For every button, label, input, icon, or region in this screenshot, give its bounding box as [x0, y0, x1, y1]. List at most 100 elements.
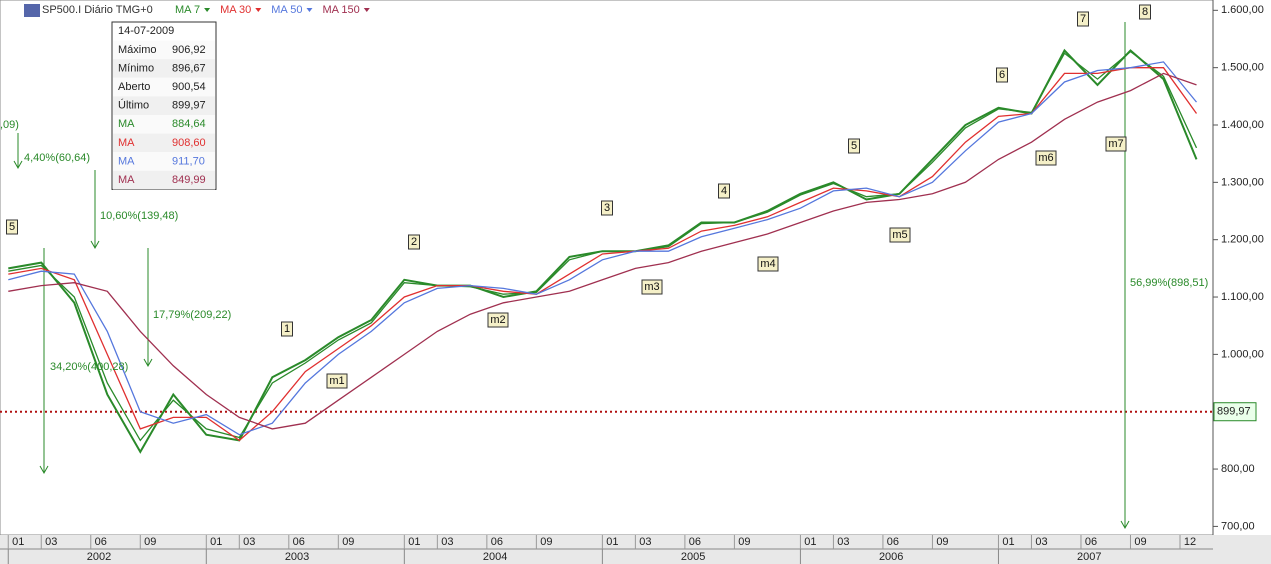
- x-tick-label: 06: [1085, 536, 1097, 548]
- arrow-head: [13, 160, 23, 170]
- x-tick-label: 09: [936, 536, 948, 548]
- info-label: Último: [118, 99, 149, 112]
- y-tick-label: 1.100,00: [1221, 291, 1264, 303]
- wave-label-box: [326, 373, 348, 389]
- measure-annotation: 17,79%(209,22): [153, 309, 231, 321]
- legend-entry[interactable]: MA 50: [271, 4, 302, 16]
- y-tick-label: 1.200,00: [1221, 234, 1264, 246]
- info-row: [113, 170, 215, 190]
- wave-label: m1: [329, 375, 344, 387]
- info-label: MA: [118, 118, 135, 130]
- legend-entry[interactable]: MA 150: [322, 4, 359, 16]
- info-value: 849,99: [172, 174, 206, 186]
- x-tick-label: 03: [837, 536, 849, 548]
- x-tick-label: 01: [408, 536, 420, 548]
- wave-label-box: [1139, 4, 1151, 20]
- info-row: [113, 77, 215, 97]
- info-row: [113, 96, 215, 115]
- wave-label: 2: [411, 236, 417, 248]
- wave-label-box: [601, 200, 613, 216]
- year-label: 2004: [483, 551, 507, 563]
- info-value: 906,92: [172, 44, 206, 56]
- info-label: MA: [118, 174, 135, 186]
- measure-annotation: 34,20%(400,28): [50, 361, 128, 373]
- info-value: 899,97: [172, 100, 206, 112]
- wave-label-box: [281, 321, 293, 337]
- legend-dropdown: [306, 8, 313, 12]
- last-price-label: 899,97: [1217, 406, 1251, 418]
- instrument-name[interactable]: SP500.I Diário TMG+0: [42, 4, 153, 16]
- legend-entry[interactable]: MA 7: [175, 4, 200, 16]
- x-tick-label: 09: [540, 536, 552, 548]
- wave-label: 7: [1080, 13, 1086, 25]
- wave-label: 8: [1142, 6, 1148, 18]
- info-date: 14-07-2009: [118, 25, 174, 37]
- year-label: 2006: [879, 551, 903, 563]
- wave-label-box: [487, 312, 509, 328]
- last-price-box: [1213, 402, 1257, 422]
- info-row: [113, 152, 215, 171]
- wave-label-box: [889, 227, 911, 243]
- x-tick-label: 03: [45, 536, 57, 548]
- wave-label: m6: [1038, 152, 1053, 164]
- arrow-head: [143, 358, 153, 368]
- wave-label-box: [718, 183, 730, 199]
- x-tick-label: 09: [1134, 536, 1146, 548]
- wave-label: m2: [490, 314, 505, 326]
- x-tick-label: 09: [738, 536, 750, 548]
- wave-label-box: [641, 279, 663, 295]
- x-tick-label: 01: [1002, 536, 1014, 548]
- wave-label-box: [1105, 136, 1127, 152]
- wave-label: 6: [999, 69, 1005, 81]
- x-tick-label: 01: [804, 536, 816, 548]
- x-tick-label: 06: [491, 536, 503, 548]
- info-row: [113, 59, 215, 78]
- wave-label: 5: [9, 221, 15, 233]
- x-tick-label: 09: [342, 536, 354, 548]
- x-tick-label: 03: [441, 536, 453, 548]
- info-value: 908,60: [172, 137, 206, 149]
- x-tick-label: 06: [293, 536, 305, 548]
- info-value: 900,54: [172, 81, 206, 93]
- info-value: 896,67: [172, 62, 206, 74]
- x-tick-label: 01: [210, 536, 222, 548]
- arrow-head: [39, 465, 49, 475]
- info-label: MA: [118, 155, 135, 167]
- year-label: 2003: [285, 551, 309, 563]
- ma-line: [8, 50, 1198, 442]
- info-row: [113, 133, 215, 153]
- wave-label: 1: [284, 323, 290, 335]
- wave-label: m4: [760, 258, 775, 270]
- info-label: Máximo: [118, 44, 157, 56]
- wave-label-box: [6, 219, 18, 235]
- instrument-icon: [24, 4, 40, 17]
- y-tick-label: 700,00: [1221, 520, 1255, 532]
- y-tick-label: 1.500,00: [1221, 62, 1264, 74]
- y-tick-label: 1.300,00: [1221, 176, 1264, 188]
- wave-label: 5: [851, 140, 857, 152]
- wave-label-box: [848, 138, 860, 154]
- legend-dropdown: [255, 8, 262, 12]
- wave-label: 4: [721, 185, 727, 197]
- x-tick-label: 06: [689, 536, 701, 548]
- ma-line: [8, 61, 1198, 436]
- info-value: 911,70: [172, 155, 205, 167]
- info-label: MA: [118, 137, 135, 149]
- wave-label: m3: [644, 281, 659, 293]
- measure-annotation: 56,99%(898,51): [1130, 277, 1208, 289]
- x-tick-label: 12: [1184, 536, 1196, 548]
- info-value: 884,64: [172, 118, 206, 130]
- legend-entry[interactable]: MA 30: [220, 4, 251, 16]
- x-tick-label: 06: [887, 536, 899, 548]
- arrow-head: [1120, 520, 1130, 530]
- x-tick-label: 03: [243, 536, 255, 548]
- measure-annotation: 10,60%(139,48): [100, 210, 178, 222]
- y-tick-label: 1.400,00: [1221, 119, 1264, 131]
- year-label: 2005: [681, 551, 705, 563]
- wave-label-box: [996, 67, 1008, 83]
- legend-dropdown: [204, 8, 211, 12]
- y-tick-label: 800,00: [1221, 463, 1255, 475]
- x-tick-label: 01: [606, 536, 618, 548]
